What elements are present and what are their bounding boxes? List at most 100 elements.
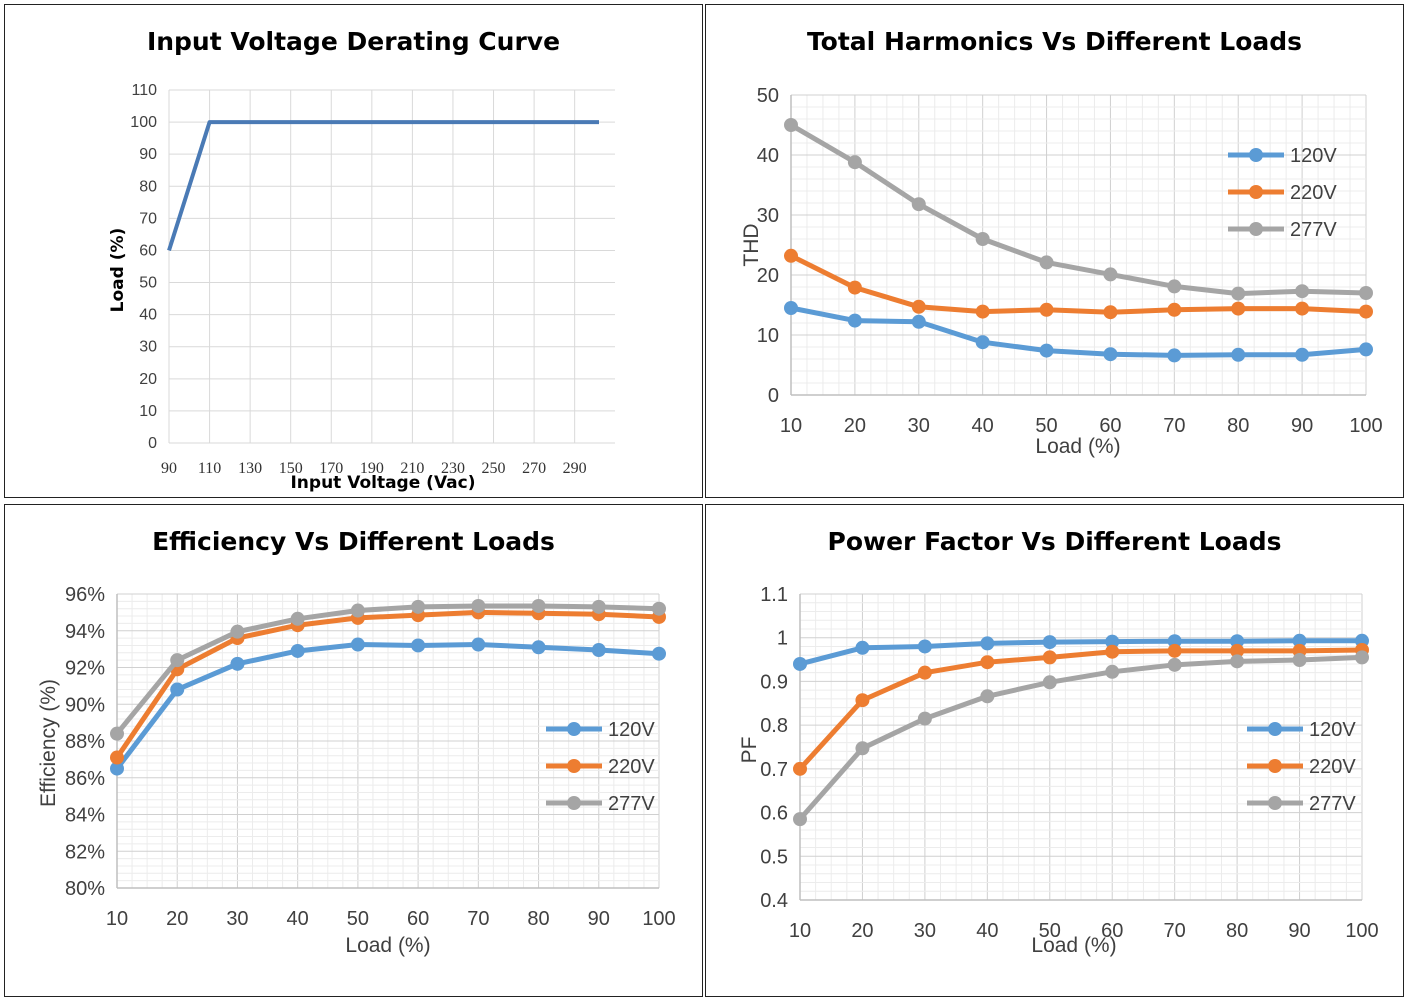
efficiency-panel: Efficiency Vs Different Loads 80% 82% 84% 8…: [4, 504, 703, 997]
efficiency-chart: 80% 82% 84% 86% 88% 90% 92% 94% 96% 10 20 30 40 50 60 7…: [37, 584, 676, 957]
y-tick-label: 110: [131, 82, 157, 99]
data-point-277V: [411, 599, 426, 614]
y-tick-label: 96%: [65, 584, 105, 606]
x-tick-label: 190: [360, 460, 384, 477]
legend-label-220V: 220V: [1309, 756, 1356, 778]
y-tick-label: 100: [130, 114, 157, 131]
data-point-220V: [975, 304, 990, 319]
x-tick-label: 80: [1226, 920, 1248, 942]
x-tick-label: 170: [319, 460, 343, 477]
x-tick-label: 30: [226, 908, 248, 930]
legend-label-277V: 277V: [1309, 793, 1356, 815]
data-point-277V: [1105, 664, 1120, 679]
x-axis-title: Load (%): [1035, 435, 1120, 458]
y-axis-title: Efficiency (%): [37, 679, 60, 807]
data-point-120V: [793, 656, 807, 671]
x-tick-label: 230: [441, 460, 465, 477]
legend-marker-120V: [1268, 722, 1282, 736]
legend-marker-277V: [1268, 796, 1282, 810]
data-point-120V: [411, 638, 426, 653]
y-tick-label: 88%: [65, 731, 105, 753]
data-point-220V: [784, 248, 798, 263]
y-tick-label: 0.5: [760, 846, 788, 868]
legend-label-120V: 120V: [1309, 719, 1356, 741]
data-point-277V: [917, 711, 932, 726]
data-point-120V: [1231, 347, 1246, 362]
data-point-220V: [1167, 643, 1182, 658]
data-point-120V: [1230, 634, 1245, 649]
legend-marker-120V: [1249, 148, 1263, 162]
data-point-277V: [1292, 653, 1307, 668]
data-point-277V: [471, 598, 486, 613]
data-point-277V: [652, 601, 666, 616]
legend-label-220V: 220V: [608, 756, 655, 778]
x-tick-label: 10: [789, 920, 811, 942]
y-tick-label: 10: [139, 403, 157, 420]
x-tick-label: 30: [908, 415, 930, 437]
x-tick-label: 70: [1163, 415, 1185, 437]
x-tick-label: 20: [844, 415, 866, 437]
data-point-120V: [170, 682, 185, 697]
derating-line: [167, 120, 599, 252]
derating-chart: 0 10 20 30 40 50 60 70 80 90 100 110 90 110 130 150 170 1…: [108, 82, 615, 493]
data-point-277V: [1231, 286, 1246, 301]
data-point-277V: [1295, 284, 1310, 299]
data-point-277V: [1042, 675, 1057, 690]
y-tick-label: 0.4: [760, 890, 788, 912]
data-point-220V: [1103, 305, 1118, 320]
x-tick-label: 40: [976, 920, 998, 942]
data-point-120V: [471, 637, 486, 652]
data-point-120V: [230, 656, 245, 671]
data-point-277V: [975, 232, 990, 246]
data-point-120V: [1295, 347, 1310, 362]
data-point-220V: [1042, 650, 1057, 665]
legend-marker-277V: [567, 796, 581, 810]
y-tick-label: 90%: [65, 694, 105, 716]
derating-title: Input Voltage Derating Curve: [146, 27, 561, 56]
data-point-277V: [230, 624, 245, 639]
data-point-220V: [793, 761, 807, 776]
data-point-277V: [531, 598, 546, 613]
series-line-120V: [115, 642, 660, 771]
x-tick-label: 60: [407, 908, 429, 930]
data-point-120V: [975, 335, 990, 350]
data-point-120V: [1103, 347, 1118, 362]
x-tick-label: 130: [238, 460, 262, 477]
data-point-120V: [847, 313, 862, 328]
x-tick-label: 50: [1035, 415, 1057, 437]
x-tick-label: 60: [1101, 920, 1123, 942]
data-point-220V: [1295, 301, 1310, 316]
x-tick-label: 90: [588, 908, 610, 930]
thd-panel: Total Harmonics Vs Different Loads 0 10 20…: [705, 4, 1404, 498]
y-axis-title: PF: [738, 737, 761, 764]
legend-label-120V: 120V: [608, 719, 655, 741]
x-tick-label: 100: [1349, 415, 1382, 437]
y-tick-label: 30: [757, 205, 779, 227]
data-point-220V: [911, 299, 926, 314]
x-tick-label: 270: [522, 460, 546, 477]
pf-chart: 0.4 0.5 0.6 0.7 0.8 0.9 1 1.1 10 20 30 40 50 60 70 80 90…: [738, 584, 1379, 957]
x-tick-label: 110: [198, 460, 221, 477]
series-line-277V: [115, 603, 660, 736]
data-point-120V: [110, 761, 124, 776]
data-point-220V: [1105, 644, 1120, 659]
data-point-220V: [917, 665, 932, 680]
y-tick-label: 0.8: [760, 715, 788, 737]
y-tick-label: 1.1: [760, 584, 788, 606]
y-tick-label: 20: [757, 265, 779, 287]
x-axis-title: Load (%): [345, 934, 430, 957]
data-point-120V: [911, 314, 926, 329]
y-tick-label: 10: [757, 325, 779, 347]
series-line-220V: [798, 647, 1363, 771]
series-line-220V: [114, 609, 660, 759]
y-tick-label: 80%: [65, 878, 105, 900]
legend-label-277V: 277V: [1290, 219, 1337, 241]
y-tick-label: 94%: [65, 621, 105, 643]
y-axis-title: Load (%): [108, 228, 128, 313]
data-point-220V: [980, 655, 995, 670]
x-tick-label: 90: [161, 460, 177, 477]
data-point-277V: [980, 689, 995, 704]
y-tick-label: 92%: [65, 658, 105, 680]
y-tick-label: 90: [139, 146, 157, 163]
